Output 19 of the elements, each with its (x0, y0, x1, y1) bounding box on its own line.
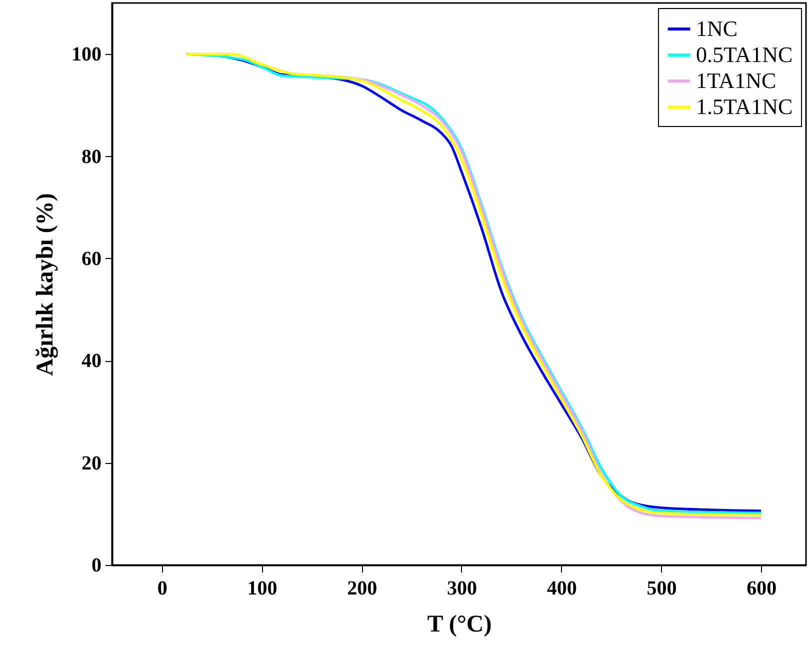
x-tick-label: 300 (446, 578, 477, 600)
x-tick-label: 100 (247, 578, 278, 600)
y-tick-label: 60 (82, 248, 102, 270)
y-tick-label: 40 (82, 350, 102, 372)
y-tick-label: 20 (82, 452, 102, 474)
y-tick-label: 80 (82, 146, 102, 168)
x-tick-label: 400 (546, 578, 577, 600)
legend-label: 0.5TA1NC (696, 42, 793, 67)
x-tick-label: 500 (646, 578, 677, 600)
legend-label: 1NC (696, 16, 738, 41)
x-tick-label: 0 (157, 578, 168, 600)
y-axis-title: Ağırlık kaybı (%) (32, 193, 58, 376)
x-tick-label: 200 (347, 578, 378, 600)
legend-label: 1TA1NC (696, 68, 776, 93)
x-axis-title: T (°C) (427, 612, 492, 638)
legend-label: 1.5TA1NC (696, 94, 793, 119)
y-tick-label: 100 (72, 44, 102, 66)
x-tick-label: 600 (746, 578, 777, 600)
y-tick-label: 0 (92, 554, 102, 576)
